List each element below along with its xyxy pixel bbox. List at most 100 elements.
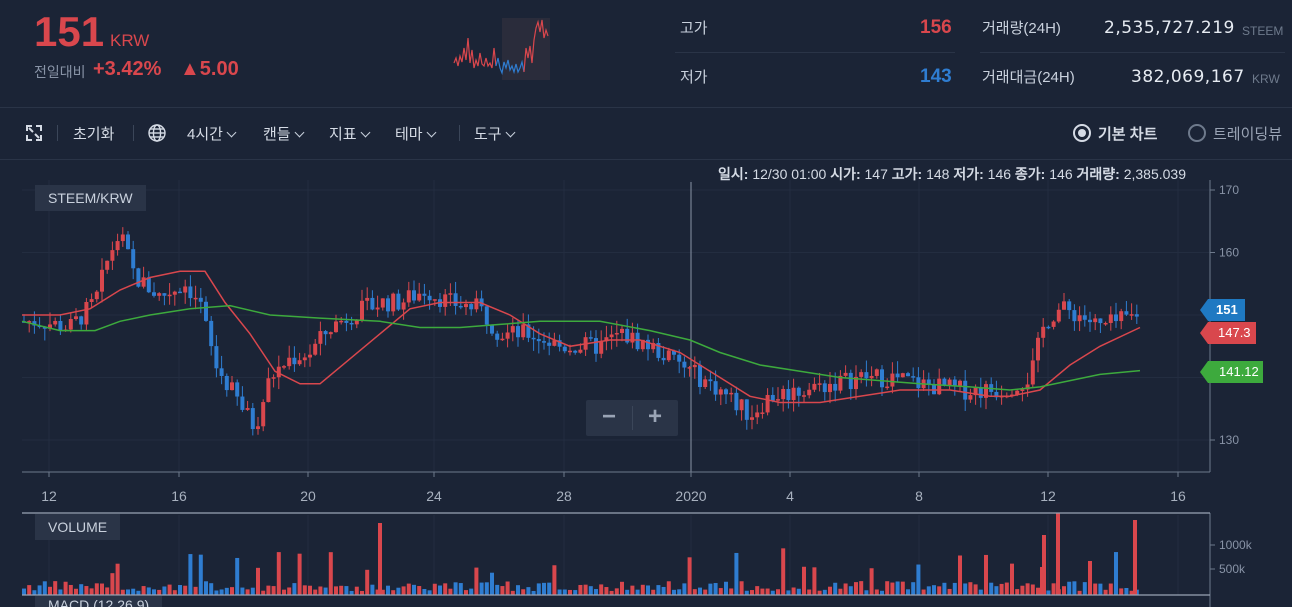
volume-bar — [547, 582, 552, 595]
candle-body — [427, 295, 432, 301]
candle-body — [1108, 314, 1113, 323]
candle-body — [297, 360, 302, 365]
candle-body — [1114, 314, 1118, 322]
candle-body — [141, 277, 146, 287]
candle-body — [937, 378, 942, 395]
volume-bar — [536, 583, 541, 595]
volume-bar — [271, 586, 276, 595]
ohlc-date-value: 12/30 01:00 — [752, 166, 827, 182]
candle-body — [994, 391, 999, 398]
volume-bar — [500, 586, 505, 595]
volume-bar — [386, 585, 390, 595]
last-price-marker-text: 151 — [1216, 302, 1238, 317]
candle-body — [406, 290, 411, 303]
candle-body — [604, 337, 609, 342]
price-unit: KRW — [110, 31, 150, 50]
volume-24h-label: 거래량(24H) — [982, 20, 1061, 37]
candle-body — [188, 286, 193, 299]
ohlc-close-value: 146 — [1049, 166, 1073, 182]
volume-bar — [708, 583, 713, 595]
x-axis-tick: 16 — [1170, 488, 1186, 504]
volume-bar — [718, 588, 723, 595]
candle-body — [126, 234, 130, 250]
volume-bar — [48, 586, 52, 595]
candle-body — [1036, 337, 1040, 361]
volume-axis-tick: 500k — [1219, 562, 1246, 576]
candle-body — [672, 350, 676, 355]
volume-bar — [1067, 581, 1072, 595]
candle-body — [276, 366, 281, 378]
volume-bar — [562, 589, 567, 595]
volume-bar — [984, 554, 988, 595]
candle-body — [230, 382, 234, 391]
candle-body — [1056, 309, 1061, 322]
candle-body — [1030, 360, 1035, 385]
candle-body — [776, 399, 780, 401]
candle-body — [687, 367, 692, 369]
candle-body — [848, 372, 853, 390]
candle-body — [781, 388, 786, 400]
indicator-dropdown[interactable]: 지표 — [329, 123, 371, 144]
candle-body — [224, 375, 229, 391]
volume-bar — [874, 589, 879, 595]
volume-bar — [282, 589, 286, 595]
candle-body — [968, 395, 973, 400]
volume-bar — [750, 590, 754, 595]
price-axis-tick: 160 — [1219, 246, 1239, 260]
candle-body — [401, 302, 406, 310]
reset-button[interactable]: 초기화 — [73, 126, 115, 143]
expand-icon[interactable] — [25, 124, 43, 142]
ohlc-low-label: 저가: — [953, 166, 984, 182]
basic-chart-label[interactable]: 기본 차트 — [1098, 126, 1158, 143]
volume-bar — [157, 589, 162, 595]
volume-bar — [1103, 589, 1108, 595]
volume-bar — [1093, 583, 1098, 595]
macd-pane-label: MACD (12,26,9) — [35, 596, 163, 607]
candle-dropdown[interactable]: 캔들 — [263, 123, 305, 144]
candle-body — [48, 324, 52, 329]
ohlc-date-label: 일시: — [718, 166, 749, 182]
volume-bar — [687, 557, 692, 595]
volume-bar — [42, 581, 47, 595]
basic-chart-radio[interactable] — [1073, 124, 1091, 142]
candlestick-chart[interactable]: 170 160 130 1000k 500k 12 16 20 24 28 2020 4 8 12 16 — [0, 160, 1292, 607]
tools-label: 도구 — [474, 126, 502, 143]
zoom-in-button[interactable]: + — [647, 403, 662, 430]
amount-24h-value: 382,069,167 — [1131, 67, 1245, 87]
candle-body — [422, 293, 427, 296]
zoom-out-button[interactable]: − — [601, 403, 616, 430]
volume-bar — [58, 589, 63, 595]
candle-body — [656, 342, 661, 358]
tools-dropdown[interactable]: 도구 — [474, 123, 516, 144]
volume-bar — [729, 588, 734, 595]
volume-bar — [84, 586, 89, 595]
candle-body — [744, 399, 749, 420]
volume-bar — [802, 566, 806, 595]
candle-body — [947, 379, 952, 386]
volume-bar — [1129, 590, 1134, 595]
volume-bar — [526, 587, 531, 595]
volume-bar — [438, 585, 442, 595]
volume-bar — [744, 590, 749, 595]
volume-bar — [999, 583, 1004, 595]
volume-bar — [599, 584, 604, 595]
theme-dropdown[interactable]: 테마 — [395, 123, 437, 144]
x-axis-tick: 12 — [1040, 488, 1056, 504]
tradingview-radio[interactable] — [1188, 124, 1206, 142]
volume-bar — [74, 588, 78, 595]
current-price: 151 — [34, 8, 105, 55]
volume-bar — [141, 586, 146, 595]
globe-icon[interactable] — [147, 123, 167, 143]
candle-body — [110, 250, 115, 261]
tradingview-label[interactable]: 트레이딩뷰 — [1213, 126, 1283, 143]
volume-bar — [703, 589, 708, 595]
volume-bar — [276, 552, 281, 595]
chevron-down-icon — [505, 127, 516, 138]
volume-bar — [760, 588, 765, 595]
interval-dropdown[interactable]: 4시간 — [187, 123, 237, 144]
candle-body — [900, 373, 905, 378]
volume-bar — [698, 587, 702, 595]
candle-body — [209, 320, 214, 347]
volume-bar — [235, 557, 240, 595]
volume-bar — [401, 586, 406, 595]
